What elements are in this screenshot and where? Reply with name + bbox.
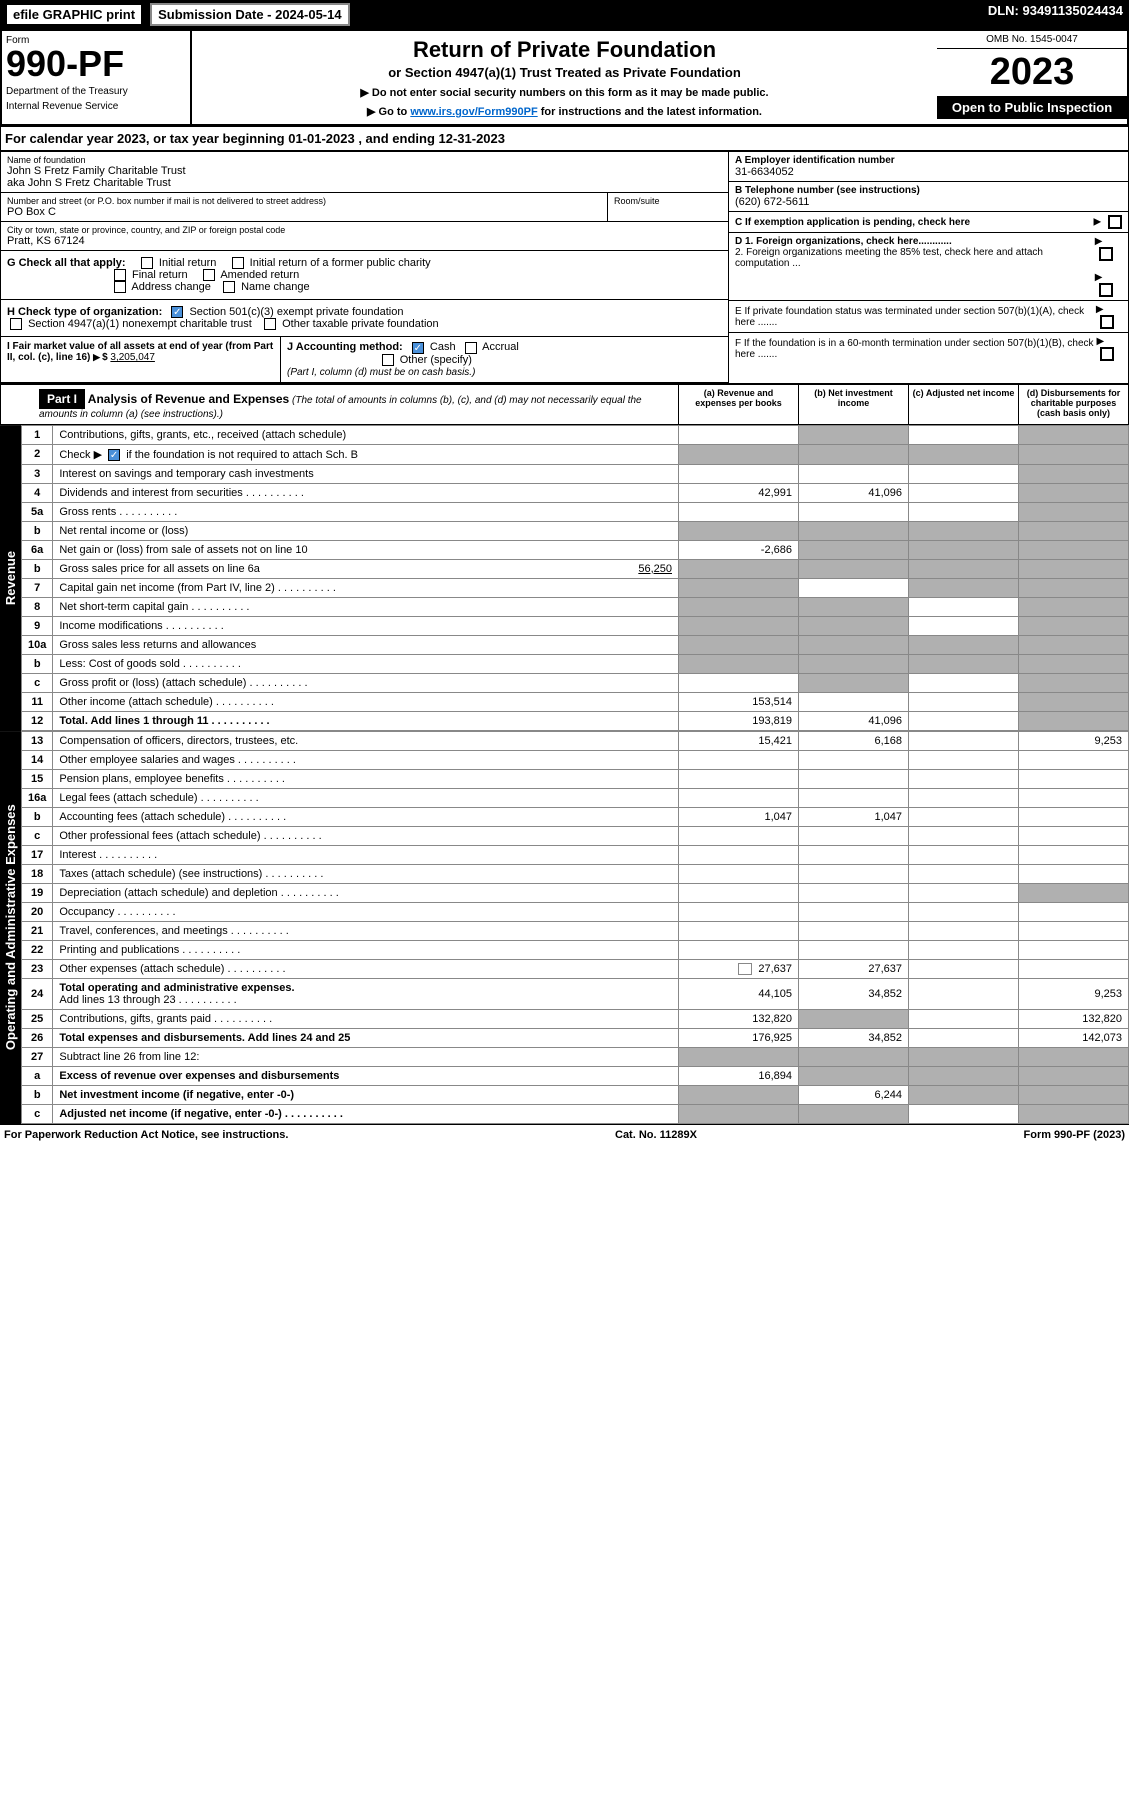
footer-left: For Paperwork Reduction Act Notice, see …	[4, 1129, 288, 1141]
g-checks: G Check all that apply: Initial return I…	[1, 251, 728, 300]
col-a-header: (a) Revenue and expenses per books	[678, 385, 798, 424]
cb-d2[interactable]	[1099, 283, 1113, 297]
cb-e[interactable]	[1100, 315, 1114, 329]
foundation-name1: John S Fretz Family Charitable Trust	[7, 165, 722, 177]
name-label: Name of foundation	[7, 155, 722, 165]
cb-final[interactable]	[114, 269, 126, 281]
phone-label: B Telephone number (see instructions)	[735, 185, 1122, 196]
submission-date: Submission Date - 2024-05-14	[150, 3, 350, 26]
info-grid: Name of foundation John S Fretz Family C…	[0, 151, 1129, 384]
cb-initial-former[interactable]	[232, 257, 244, 269]
city-label: City or town, state or province, country…	[7, 225, 722, 235]
instr-1: ▶ Do not enter social security numbers o…	[198, 86, 931, 99]
cb-501c3[interactable]	[171, 306, 183, 318]
footer-mid: Cat. No. 11289X	[615, 1129, 697, 1141]
addr-val: PO Box C	[7, 206, 601, 218]
c-label: C If exemption application is pending, c…	[735, 217, 970, 228]
j-label: J Accounting method:	[287, 341, 403, 353]
dept-label: Department of the Treasury	[6, 86, 186, 97]
ein-val: 31-6634052	[735, 166, 1122, 178]
footer-right: Form 990-PF (2023)	[1024, 1129, 1125, 1141]
cb-d1[interactable]	[1099, 247, 1113, 261]
instr-2: ▶ Go to www.irs.gov/Form990PF for instru…	[198, 105, 931, 118]
foundation-name2: aka John S Fretz Charitable Trust	[7, 177, 722, 189]
g-label: G Check all that apply:	[7, 257, 126, 269]
cb-other-tax[interactable]	[264, 318, 276, 330]
revenue-table: 1Contributions, gifts, grants, etc., rec…	[21, 425, 1129, 731]
cb-schb[interactable]	[108, 449, 120, 461]
form-number: 990-PF	[6, 46, 186, 82]
addr-label: Number and street (or P.O. box number if…	[7, 196, 601, 206]
e-label: E If private foundation status was termi…	[735, 306, 1096, 328]
subtitle: or Section 4947(a)(1) Trust Treated as P…	[198, 65, 931, 80]
omb-label: OMB No. 1545-0047	[937, 31, 1127, 49]
dln-label: DLN: 93491135024434	[988, 3, 1123, 26]
revenue-side: Revenue	[0, 425, 21, 731]
calendar-row: For calendar year 2023, or tax year begi…	[0, 126, 1129, 151]
fmv-value: 3,205,047	[110, 352, 155, 363]
phone-val: (620) 672-5611	[735, 196, 1122, 208]
inspect-label: Open to Public Inspection	[937, 96, 1127, 119]
ein-label: A Employer identification number	[735, 155, 1122, 166]
cb-other-method[interactable]	[382, 354, 394, 366]
room-label: Room/suite	[614, 196, 722, 206]
cb-f[interactable]	[1100, 347, 1114, 361]
cb-cash[interactable]	[412, 342, 424, 354]
col-d-header: (d) Disbursements for charitable purpose…	[1018, 385, 1128, 424]
part1-label: Part I	[39, 389, 85, 409]
main-title: Return of Private Foundation	[198, 37, 931, 63]
part1-title: Analysis of Revenue and Expenses	[88, 392, 289, 406]
col-b-header: (b) Net investment income	[798, 385, 908, 424]
col-c-header: (c) Adjusted net income	[908, 385, 1018, 424]
form-header: Form 990-PF Department of the Treasury I…	[0, 29, 1129, 126]
instr-2-post: for instructions and the latest informat…	[538, 106, 762, 118]
form-link[interactable]: www.irs.gov/Form990PF	[410, 106, 537, 118]
cb-initial[interactable]	[141, 257, 153, 269]
city-val: Pratt, KS 67124	[7, 235, 722, 247]
footer: For Paperwork Reduction Act Notice, see …	[0, 1124, 1129, 1145]
header-bar: efile GRAPHIC print Submission Date - 20…	[0, 0, 1129, 29]
d1-label: D 1. Foreign organizations, check here..…	[735, 236, 952, 247]
tax-year: 2023	[937, 49, 1127, 96]
h-label: H Check type of organization:	[7, 306, 162, 318]
efile-label: efile GRAPHIC print	[6, 4, 142, 25]
irs-label: Internal Revenue Service	[6, 101, 186, 112]
h-checks: H Check type of organization: Section 50…	[1, 300, 728, 337]
cb-address[interactable]	[114, 281, 126, 293]
expense-side: Operating and Administrative Expenses	[0, 731, 21, 1124]
cb-name[interactable]	[223, 281, 235, 293]
expense-table: 13Compensation of officers, directors, t…	[21, 731, 1129, 1124]
attach-icon[interactable]	[738, 963, 752, 975]
cb-accrual[interactable]	[465, 342, 477, 354]
cb-exemption[interactable]	[1108, 215, 1122, 229]
d2-label: 2. Foreign organizations meeting the 85%…	[735, 247, 1043, 269]
f-label: F If the foundation is in a 60-month ter…	[735, 338, 1096, 360]
part1-header: Part I Analysis of Revenue and Expenses …	[0, 384, 1129, 425]
instr-2-pre: ▶ Go to	[367, 106, 410, 118]
j-note: (Part I, column (d) must be on cash basi…	[287, 367, 475, 378]
cb-amended[interactable]	[203, 269, 215, 281]
cb-4947[interactable]	[10, 318, 22, 330]
